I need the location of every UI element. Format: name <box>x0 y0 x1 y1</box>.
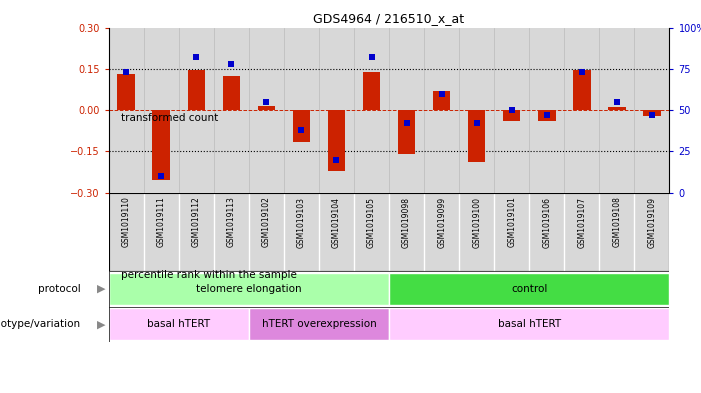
Bar <box>144 193 179 271</box>
Bar <box>179 28 214 193</box>
Bar <box>634 28 669 193</box>
Text: GSM1019112: GSM1019112 <box>192 196 200 247</box>
Point <box>226 61 237 67</box>
Text: telomere elongation: telomere elongation <box>196 284 301 294</box>
Bar <box>389 193 424 271</box>
Bar <box>433 91 450 110</box>
Bar <box>109 59 118 177</box>
Bar <box>284 193 319 271</box>
Text: basal hTERT: basal hTERT <box>498 319 561 329</box>
Point <box>506 107 517 113</box>
Bar <box>424 193 459 271</box>
Point <box>541 112 552 118</box>
Bar <box>494 28 529 193</box>
Point <box>331 156 342 163</box>
Bar <box>214 28 249 193</box>
Bar <box>389 28 424 193</box>
Bar <box>389 273 669 305</box>
Bar <box>293 110 310 141</box>
Bar <box>223 75 240 110</box>
Bar <box>109 216 118 334</box>
Text: GSM1019111: GSM1019111 <box>157 196 165 247</box>
Text: hTERT overexpression: hTERT overexpression <box>261 319 376 329</box>
Bar <box>538 110 555 121</box>
Point <box>401 120 412 127</box>
Text: GSM1019105: GSM1019105 <box>367 196 376 248</box>
Text: GSM1019109: GSM1019109 <box>648 196 656 248</box>
Point <box>121 69 132 75</box>
Bar <box>109 273 389 305</box>
Bar <box>529 28 564 193</box>
Bar <box>468 110 485 162</box>
Bar <box>389 308 669 340</box>
Bar <box>599 193 634 271</box>
Text: GSM1019103: GSM1019103 <box>297 196 306 248</box>
Text: GSM1019101: GSM1019101 <box>508 196 516 247</box>
Text: ▶: ▶ <box>97 319 105 329</box>
Point <box>471 120 482 127</box>
Text: GSM1019098: GSM1019098 <box>402 196 411 248</box>
Point <box>646 112 658 118</box>
Point <box>191 54 202 61</box>
Bar <box>214 193 249 271</box>
Bar <box>573 70 590 110</box>
Text: GSM1019104: GSM1019104 <box>332 196 341 248</box>
Text: GSM1019108: GSM1019108 <box>613 196 621 247</box>
Bar <box>144 28 179 193</box>
Bar <box>398 110 415 154</box>
Bar <box>319 193 354 271</box>
Text: GSM1019113: GSM1019113 <box>227 196 236 247</box>
Bar <box>459 28 494 193</box>
Bar <box>424 28 459 193</box>
Bar <box>109 193 144 271</box>
Point <box>261 99 272 105</box>
Text: GSM1019102: GSM1019102 <box>262 196 271 247</box>
Text: ▶: ▶ <box>97 284 105 294</box>
Bar <box>459 193 494 271</box>
Text: GSM1019106: GSM1019106 <box>543 196 551 248</box>
Bar <box>327 110 345 171</box>
Bar <box>503 110 520 121</box>
Text: protocol: protocol <box>38 284 81 294</box>
Bar <box>249 193 284 271</box>
Text: basal hTERT: basal hTERT <box>147 319 210 329</box>
Bar <box>249 28 284 193</box>
Bar <box>109 28 144 193</box>
Bar <box>599 28 634 193</box>
Point <box>366 54 377 61</box>
Bar <box>564 193 599 271</box>
Bar <box>644 110 660 116</box>
Text: GSM1019099: GSM1019099 <box>437 196 446 248</box>
Bar <box>249 308 389 340</box>
Bar <box>284 28 319 193</box>
Point <box>296 127 307 133</box>
Bar <box>118 74 135 110</box>
Text: GSM1019100: GSM1019100 <box>472 196 481 248</box>
Bar <box>319 28 354 193</box>
Title: GDS4964 / 216510_x_at: GDS4964 / 216510_x_at <box>313 12 465 25</box>
Bar <box>258 106 275 110</box>
Bar <box>153 110 170 180</box>
Point <box>156 173 167 179</box>
Bar <box>354 193 389 271</box>
Text: GSM1019110: GSM1019110 <box>122 196 130 247</box>
Bar <box>109 308 249 340</box>
Bar <box>564 28 599 193</box>
Bar <box>187 70 205 110</box>
Text: percentile rank within the sample: percentile rank within the sample <box>121 270 297 280</box>
Text: GSM1019107: GSM1019107 <box>578 196 586 248</box>
Bar <box>634 193 669 271</box>
Point <box>611 99 622 105</box>
Bar <box>529 193 564 271</box>
Bar <box>494 193 529 271</box>
Point <box>576 69 587 75</box>
Point <box>436 90 447 97</box>
Bar <box>354 28 389 193</box>
Text: genotype/variation: genotype/variation <box>0 319 81 329</box>
Bar <box>363 72 380 110</box>
Text: transformed count: transformed count <box>121 113 219 123</box>
Text: control: control <box>511 284 547 294</box>
Bar <box>608 107 625 110</box>
Bar <box>179 193 214 271</box>
